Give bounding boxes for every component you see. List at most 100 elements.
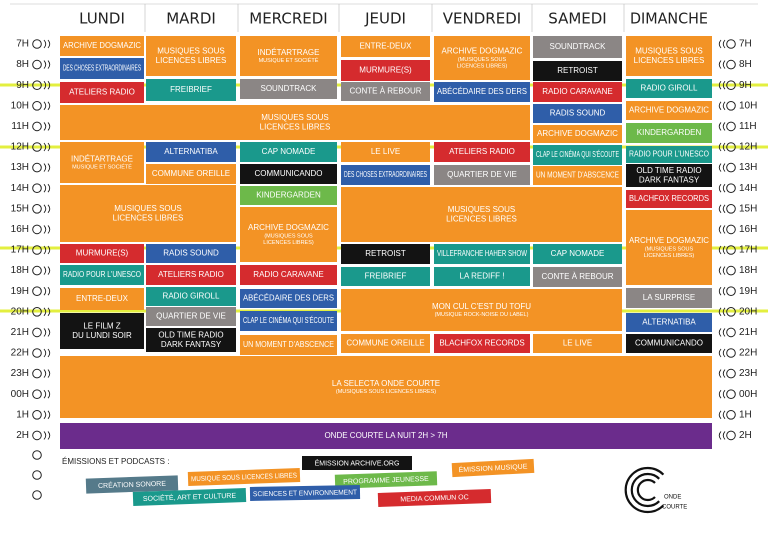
legend-swatch	[187, 468, 301, 486]
show-block	[146, 328, 236, 352]
hour-label: 19H	[11, 286, 29, 297]
legend-label: SCIENCES ET ENVIRONNEMENT	[253, 489, 358, 498]
day-label: LUNDI	[79, 10, 125, 28]
show-block	[626, 123, 712, 143]
legend-tag: MEDIA COMMUN OC	[377, 489, 492, 507]
hour-label: 20H	[739, 306, 757, 317]
legend-tag: SOCIÉTÉ, ART ET CULTURE	[132, 488, 247, 506]
show-title: LA REDIFF !	[460, 272, 505, 281]
show-block	[60, 142, 144, 183]
show-block	[341, 267, 430, 286]
hour-icon	[32, 327, 42, 338]
show-title: LE LIVE	[371, 147, 400, 156]
show-title: ALTERNATIBA	[642, 318, 696, 327]
hour-label: 23H	[739, 368, 757, 379]
show-block	[146, 307, 236, 326]
hour-label: 2H	[16, 430, 29, 441]
hour-label: 2H	[739, 430, 752, 441]
signal-arc	[722, 369, 726, 378]
show-title: KINDERGARDEN	[637, 128, 702, 137]
hour-label: 14H	[739, 183, 757, 194]
show-block	[146, 287, 236, 306]
signal-arc	[43, 431, 47, 440]
signal-arc	[43, 163, 47, 172]
signal-arc	[722, 286, 726, 296]
signal-arc	[718, 389, 722, 399]
show-block	[533, 82, 622, 102]
show-block	[626, 313, 712, 332]
show-title: RETROIST	[557, 66, 598, 75]
hour-icon	[726, 101, 736, 111]
hour-icon	[32, 39, 42, 49]
show-block	[240, 186, 337, 205]
show-title: ARCHIVE DOGMAZIC	[442, 47, 523, 56]
hour-label: 11H	[739, 121, 757, 132]
legend-tag: CRÉATION SONORE	[85, 475, 179, 494]
show-block	[60, 288, 144, 310]
signal-arc	[43, 142, 47, 152]
hour-icon	[726, 162, 736, 173]
signal-arc	[718, 431, 722, 440]
hour-label: 10H	[739, 100, 757, 111]
signal-arc	[718, 39, 722, 49]
signal-arc	[718, 80, 722, 90]
legend-swatch	[377, 489, 492, 507]
day-label: SAMEDI	[548, 10, 606, 28]
legend-tag: MUSIQUE SOUS LICENCES LIBRES	[187, 468, 301, 486]
show-title: DES CHOSES EXTRAORDINAIRES	[63, 64, 141, 73]
hour-icon	[726, 183, 736, 193]
signal-arc	[47, 245, 51, 255]
signal-arc	[718, 348, 722, 358]
legend-label: MUSIQUE SOUS LICENCES LIBRES	[191, 472, 297, 483]
signal-arc	[722, 431, 726, 440]
show-title: FREIBRIEF	[365, 272, 407, 281]
show-title: LE LIVE	[563, 339, 592, 348]
show-note: (MUSIQUES SOUS	[645, 246, 694, 252]
show-title: MURMURE(S)	[359, 66, 412, 75]
signal-arc	[722, 80, 726, 90]
show-title: CLAP LE CINÉMA QUI S'ÉCOUTE	[243, 316, 334, 325]
show-title: LA SURPRISE	[643, 293, 695, 302]
hour-label: 00H	[739, 389, 757, 400]
hour-label: 9H	[16, 80, 29, 91]
show-title: LA SELECTA ONDE COURTE	[332, 379, 440, 388]
show-block	[240, 79, 337, 99]
show-block	[146, 164, 236, 184]
signal-arc	[47, 307, 51, 317]
signal-arc	[718, 60, 722, 69]
legend-swatch	[334, 471, 438, 489]
show-title: ATELIERS RADIO	[158, 270, 224, 279]
signal-arc	[718, 122, 722, 131]
show-block	[434, 82, 530, 102]
hour-icon	[32, 450, 42, 460]
show-block	[60, 313, 144, 349]
signal-arc	[47, 80, 51, 90]
show-note: LICENCES LIBRES)	[644, 253, 695, 259]
hour-label: 16H	[739, 224, 757, 235]
legend-swatch	[85, 475, 179, 494]
hour-label: 17H	[739, 245, 757, 256]
show-block	[626, 146, 712, 163]
hour-icon	[32, 368, 42, 379]
signal-arc	[718, 204, 722, 214]
show-title: INDÉTARTRAGE	[258, 48, 320, 57]
hour-icon	[726, 39, 736, 49]
show-note: (MUSIQUE ROCK-NOISE DU LABEL)	[435, 312, 529, 318]
hour-icon	[32, 142, 42, 152]
show-title: RETROIST	[365, 249, 406, 258]
show-title: COMMUNE OREILLE	[346, 339, 424, 348]
logo-arc	[636, 478, 656, 502]
show-title: ENTRE-DEUX	[76, 294, 129, 303]
signal-arc	[47, 266, 51, 275]
show-block	[146, 79, 236, 101]
logo-arc	[630, 472, 660, 508]
hour-icon	[32, 101, 42, 111]
show-title: UN MOMENT D'ABSCENCE	[536, 171, 619, 180]
signal-arc	[718, 286, 722, 296]
signal-arc	[718, 163, 722, 172]
day-label: DIMANCHE	[630, 10, 708, 28]
signal-arc	[718, 266, 722, 275]
show-title: DU LUNDI SOIR	[72, 331, 132, 340]
show-title: RADIO CARAVANE	[253, 270, 323, 279]
